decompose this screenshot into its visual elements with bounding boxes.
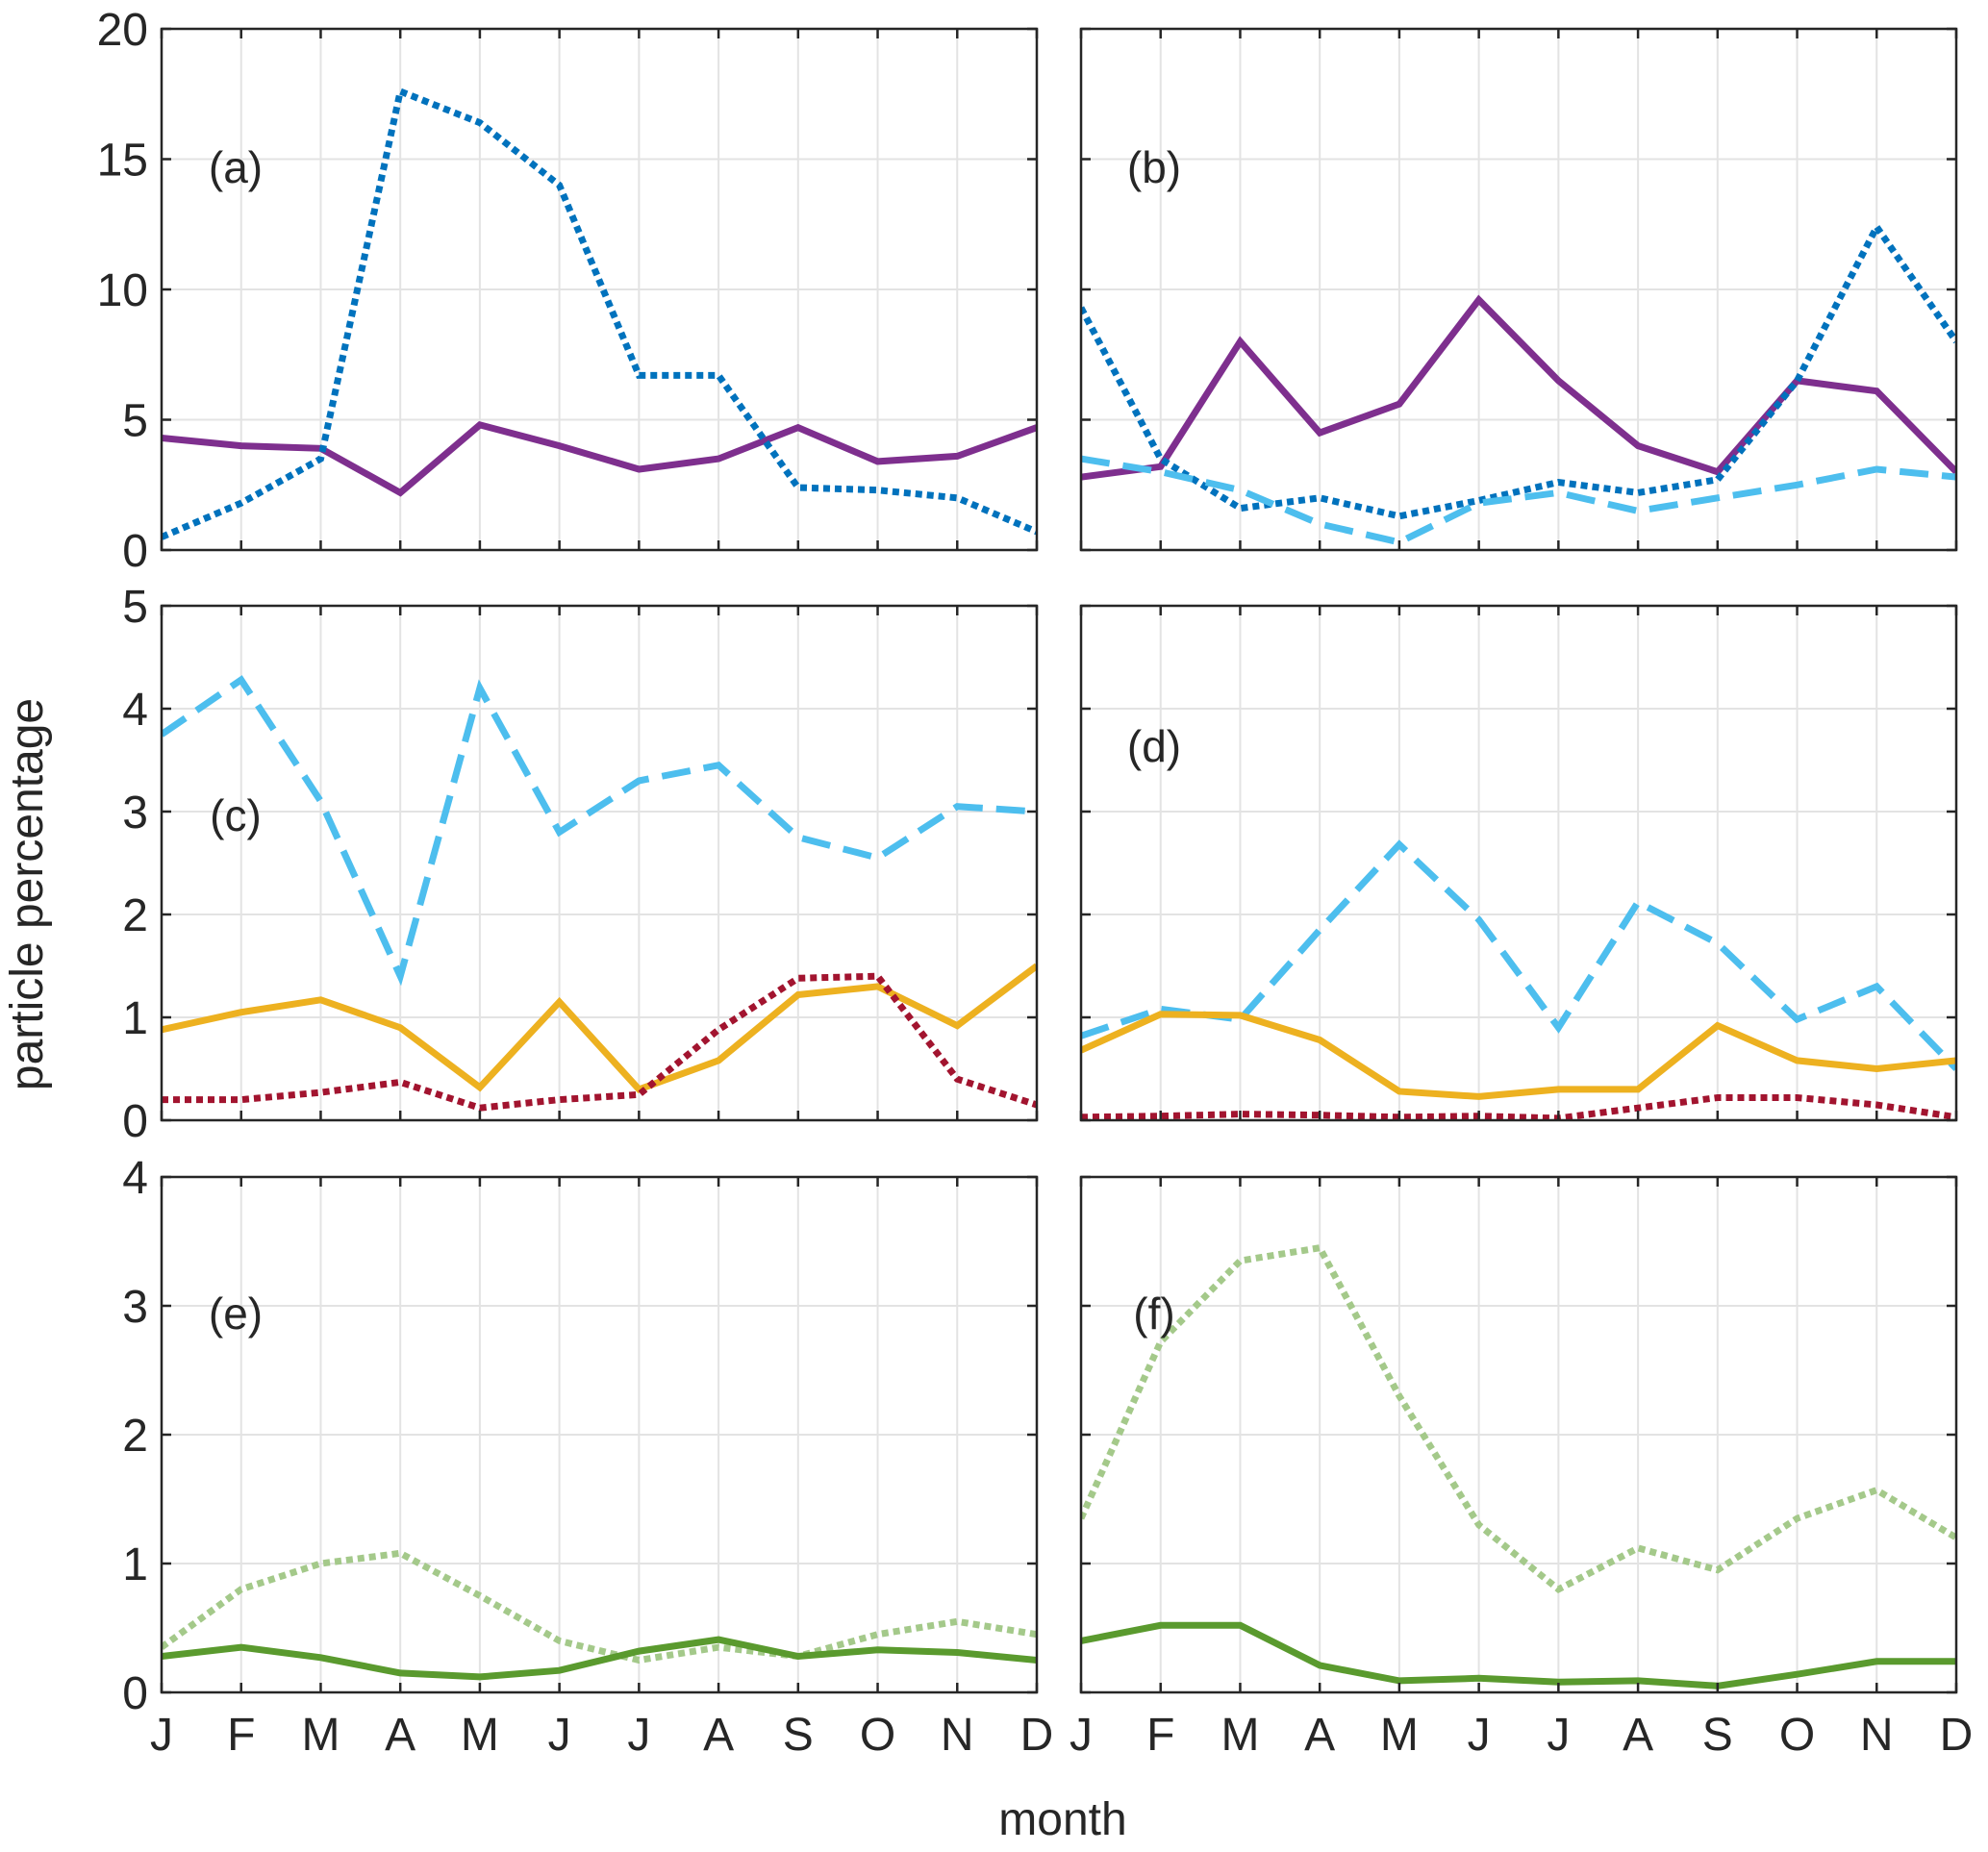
x-tick-label: F xyxy=(227,1710,255,1761)
y-tick-label: 15 xyxy=(97,136,148,187)
x-tick-label: D xyxy=(1020,1710,1054,1761)
panel-label: (a) xyxy=(209,142,263,192)
series-purple-solid xyxy=(162,421,1037,497)
x-tick-label: M xyxy=(1380,1710,1419,1761)
series-yellow-solid xyxy=(1081,1011,1956,1100)
x-tick-label: J xyxy=(1547,1710,1570,1761)
x-tick-label: J xyxy=(627,1710,650,1761)
y-tick-label: 0 xyxy=(122,1096,148,1147)
x-tick-label: S xyxy=(783,1710,814,1761)
x-tick-label: A xyxy=(1623,1710,1653,1761)
panel-a: 0 5 10 15 20 (a) xyxy=(97,5,1039,577)
panel-label: (d) xyxy=(1127,721,1181,771)
y-tick-label: 5 xyxy=(122,396,148,447)
axes-box xyxy=(1079,604,1958,1122)
x-tick-label: N xyxy=(941,1710,974,1761)
x-tick-label: A xyxy=(703,1710,734,1761)
x-tick-label: J xyxy=(1069,1710,1093,1761)
panel-label: (b) xyxy=(1127,142,1181,192)
axes-box xyxy=(160,604,1039,1122)
y-tick-label: 0 xyxy=(122,1668,148,1719)
x-tick-label: M xyxy=(461,1710,499,1761)
series-light-blue-dashed xyxy=(162,675,1037,987)
x-tick-label: D xyxy=(1940,1710,1974,1761)
x-tick-label: J xyxy=(150,1710,173,1761)
series-light-green-dotted xyxy=(162,1549,1037,1664)
x-tick-label: O xyxy=(860,1710,895,1761)
series-dark-green-solid xyxy=(162,1636,1037,1681)
y-tick-label: 4 xyxy=(122,685,148,736)
y-tick-label: 0 xyxy=(122,526,148,577)
x-tick-label: S xyxy=(1702,1710,1733,1761)
panel-c: 0 1 2 3 4 5 (c) xyxy=(122,582,1039,1147)
series-red-dotted xyxy=(1081,1094,1956,1120)
y-tick-label: 20 xyxy=(97,5,148,56)
x-tick-label: A xyxy=(1304,1710,1335,1761)
x-tick-label: A xyxy=(385,1710,415,1761)
x-tick-label: J xyxy=(1468,1710,1491,1761)
y-tick-label: 1 xyxy=(122,1539,148,1590)
series-blue-dotted xyxy=(1081,220,1956,520)
y-tick-label: 5 xyxy=(122,582,148,633)
series-yellow-solid xyxy=(162,963,1037,1093)
series-red-dotted xyxy=(162,972,1037,1112)
series-light-green-dotted xyxy=(1081,1243,1956,1593)
x-axis-title: month xyxy=(998,1794,1126,1845)
y-tick-label: 3 xyxy=(122,788,148,838)
x-tick-label: O xyxy=(1779,1710,1815,1761)
panel-f: J F M A M J J A S O N D(f) xyxy=(1069,1175,1974,1761)
y-axis-title: particle percentage xyxy=(2,698,53,1090)
x-tick-label: J xyxy=(548,1710,571,1761)
y-tick-label: 3 xyxy=(122,1282,148,1333)
panel-label: (e) xyxy=(209,1289,263,1339)
y-tick-label: 4 xyxy=(122,1153,148,1204)
panel-label: (f) xyxy=(1133,1289,1174,1339)
series-dark-green-solid xyxy=(1081,1621,1956,1689)
panel-b: (b) xyxy=(1079,27,1958,552)
x-tick-label: M xyxy=(301,1710,340,1761)
panel-d: (d) xyxy=(1079,604,1958,1122)
y-tick-label: 10 xyxy=(97,265,148,316)
y-tick-label: 1 xyxy=(122,993,148,1044)
x-tick-label: N xyxy=(1860,1710,1894,1761)
x-tick-label: F xyxy=(1146,1710,1174,1761)
series-purple-solid xyxy=(1081,294,1956,481)
series-light-blue-dashed xyxy=(1081,839,1956,1071)
panel-label: (c) xyxy=(210,790,262,840)
series-light-blue-dashed xyxy=(1081,455,1956,546)
y-tick-label: 2 xyxy=(122,890,148,941)
series-blue-dotted xyxy=(162,87,1037,540)
x-tick-label: M xyxy=(1220,1710,1259,1761)
y-tick-label: 2 xyxy=(122,1411,148,1462)
